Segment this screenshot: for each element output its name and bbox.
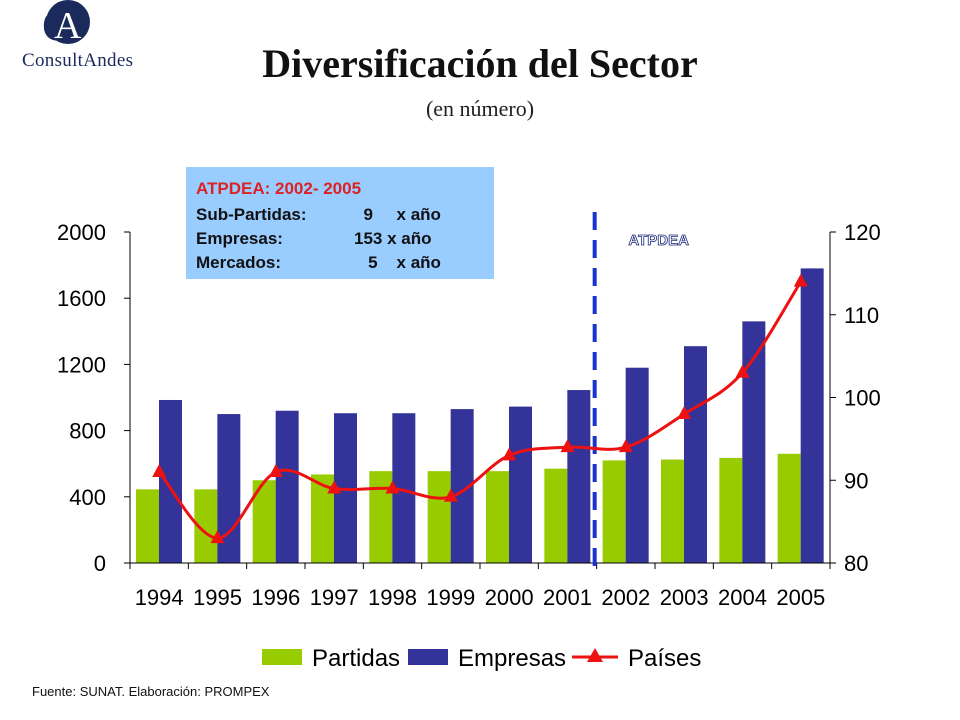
marker-paises (502, 447, 517, 461)
left-axis-tick-label: 1600 (57, 286, 106, 311)
marker-paises (210, 530, 225, 544)
x-axis-tick-label: 2000 (485, 585, 534, 610)
x-axis-tick-label: 1995 (193, 585, 242, 610)
info-row-mercados: Mercados: 5 x año (196, 253, 441, 273)
atpdea-info-box: ATPDEA: 2002- 2005 Sub-Partidas: 9 x año… (186, 167, 494, 279)
legend-label-paises: Países (628, 645, 701, 672)
marker-paises (268, 463, 283, 477)
info-row-label: Empresas: (196, 229, 283, 248)
bar-empresas (742, 321, 766, 563)
bar-empresas (392, 413, 416, 563)
legend-marker-paises (587, 648, 603, 662)
bar-partidas (661, 459, 684, 563)
marker-paises (677, 406, 692, 420)
marker-paises (793, 273, 808, 287)
right-axis-tick-label: 110 (844, 303, 879, 328)
bar-partidas (486, 471, 509, 563)
marker-paises (152, 463, 167, 477)
bar-partidas (252, 480, 276, 563)
x-axis-tick-label: 1996 (251, 585, 300, 610)
info-row-empresas: Empresas: 153 x año (196, 229, 432, 249)
bar-empresas (625, 367, 649, 563)
x-axis-tick-label: 1998 (368, 585, 417, 610)
bar-empresas (800, 268, 824, 563)
bar-partidas (544, 468, 568, 563)
right-axis-tick-label: 100 (844, 386, 881, 411)
bar-empresas (275, 410, 299, 563)
left-axis-tick-label: 0 (94, 551, 106, 576)
svg-text:A: A (54, 5, 82, 47)
bar-partidas (311, 474, 334, 563)
marker-paises (560, 439, 575, 453)
x-axis-tick-label: 1997 (310, 585, 359, 610)
bar-partidas (194, 489, 218, 563)
svg-text:C: C (42, 1, 71, 50)
info-row-label: Sub-Partidas: (196, 205, 307, 224)
info-box-header: ATPDEA: 2002- 2005 (196, 179, 362, 198)
atpdea-label: ATPDEA (628, 232, 689, 249)
x-axis-tick-label: 2002 (601, 585, 650, 610)
left-axis-tick-label: 800 (69, 419, 106, 444)
marker-paises (327, 480, 342, 494)
bar-partidas (602, 460, 626, 563)
info-row-value: 5 x año (354, 253, 441, 272)
info-row-label: Mercados: (196, 253, 282, 272)
bar-partidas (136, 489, 159, 563)
source-note: Fuente: SUNAT. Elaboración: PROMPEX (32, 684, 270, 699)
left-axis-tick-label: 1200 (57, 352, 106, 377)
x-axis-tick-label: 2001 (543, 585, 592, 610)
bar-partidas (719, 457, 743, 563)
x-axis-tick-label: 2004 (718, 585, 767, 610)
marker-paises (443, 488, 458, 502)
logo-emblem-icon: C A (42, 0, 90, 50)
info-row-value: 9 x año (354, 205, 441, 224)
bar-empresas (509, 406, 532, 563)
marker-paises (385, 480, 400, 494)
series-line-paises (158, 280, 803, 540)
bar-empresas (684, 346, 707, 563)
consultandes-logo: C A ConsultAndes (10, 0, 170, 80)
right-axis-tick-label: 90 (844, 468, 868, 493)
x-axis-tick-label: 1994 (135, 585, 184, 610)
right-axis-tick-label: 80 (844, 551, 868, 576)
legend-swatch-partidas (262, 649, 302, 665)
bar-partidas (427, 471, 451, 563)
bar-empresas (450, 409, 474, 563)
bar-partidas (777, 453, 801, 563)
legend-label-empresas: Empresas (458, 645, 566, 672)
bar-empresas (567, 390, 591, 563)
page-subtitle: (en número) (425, 96, 535, 121)
marker-paises (618, 439, 633, 453)
info-row-value: 153 x año (354, 229, 432, 248)
x-axis-tick-label: 1999 (426, 585, 475, 610)
logo-name: ConsultAndes (22, 50, 134, 71)
bar-partidas (369, 471, 393, 563)
left-axis-tick-label: 400 (69, 485, 106, 510)
left-axis-tick-label: 2000 (57, 220, 106, 245)
right-axis-tick-label: 120 (844, 220, 881, 245)
legend-swatch-empresas (408, 649, 448, 665)
marker-paises (735, 364, 750, 378)
legend-label-partidas: Partidas (312, 645, 400, 672)
bar-empresas (159, 399, 182, 563)
page-title: Diversificación del Sector (262, 41, 698, 86)
x-axis-tick-label: 2005 (776, 585, 825, 610)
x-axis-tick-label: 2003 (660, 585, 709, 610)
info-row-subpartidas: Sub-Partidas: 9 x año (196, 205, 441, 225)
